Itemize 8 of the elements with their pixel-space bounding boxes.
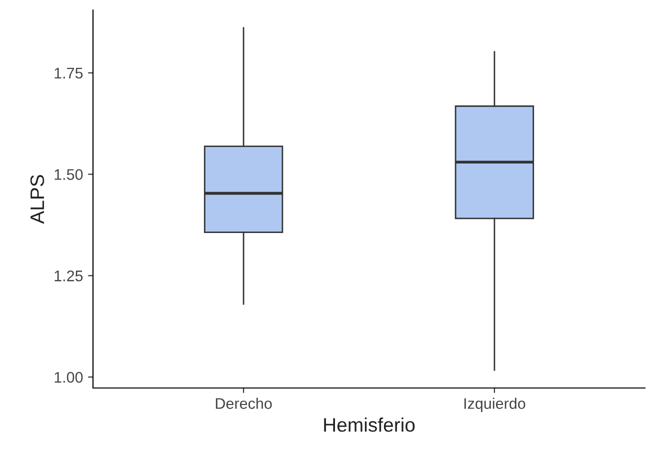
x-tick-label: Derecho (216, 398, 272, 409)
x-axis-title: Hemisferio (324, 418, 415, 432)
y-tick-label: 1.50 (54, 169, 83, 180)
x-tick-label: Izquierdo (464, 398, 526, 412)
y-tick-label: 1.25 (54, 270, 83, 282)
y-axis-title: ALPS (30, 175, 44, 224)
y-tick-label: 1.00 (54, 372, 83, 383)
y-tick-label: 1.75 (54, 68, 83, 79)
